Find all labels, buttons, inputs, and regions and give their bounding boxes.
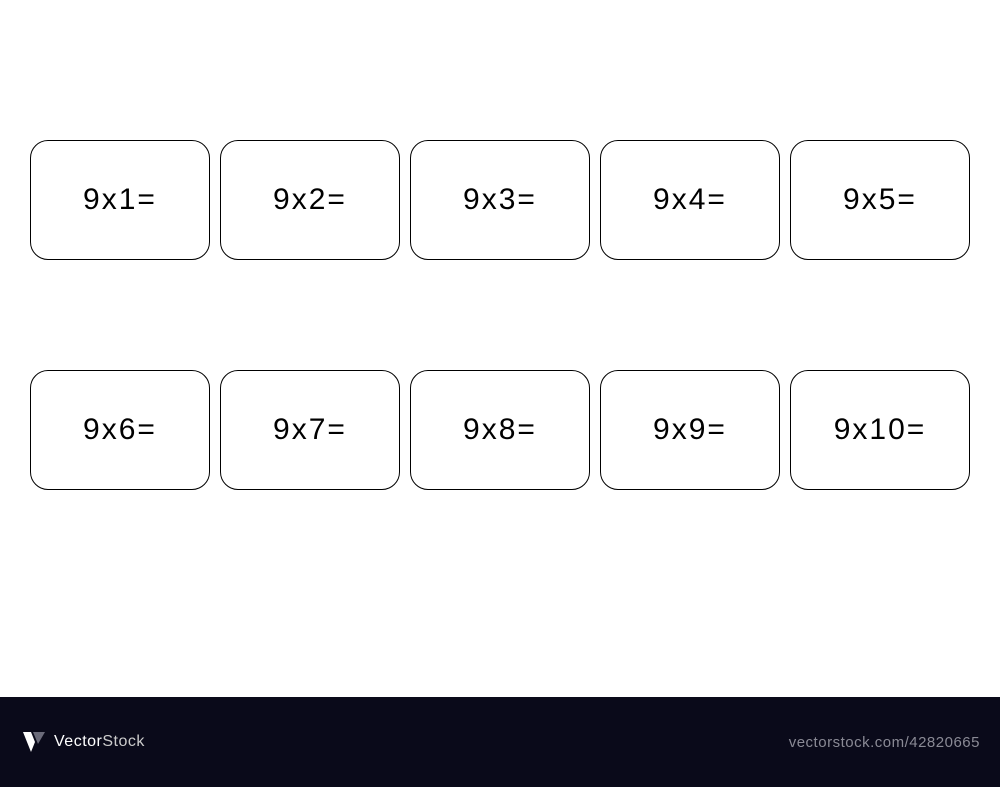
flashcard: 9x4= [600, 140, 780, 260]
brand-text-light: Stock [102, 733, 145, 750]
flashcard: 9x2= [220, 140, 400, 260]
footer-attribution: vectorstock.com/42820665 [789, 734, 980, 751]
flashcard: 9x3= [410, 140, 590, 260]
flashcard-text: 9x9= [653, 413, 727, 447]
flashcard-grid: 9x1= 9x2= 9x3= 9x4= 9x5= 9x6= 9x7= 9x8= … [0, 0, 1000, 697]
flashcard-text: 9x2= [273, 183, 347, 217]
vectorstock-logo-icon [20, 728, 48, 756]
flashcard: 9x8= [410, 370, 590, 490]
flashcard-text: 9x10= [834, 413, 927, 447]
flashcard-row-1: 9x1= 9x2= 9x3= 9x4= 9x5= [30, 140, 970, 260]
flashcard-text: 9x1= [83, 183, 157, 217]
flashcard: 9x10= [790, 370, 970, 490]
flashcard: 9x9= [600, 370, 780, 490]
flashcard-text: 9x3= [463, 183, 537, 217]
flashcard: 9x7= [220, 370, 400, 490]
footer-bar: VectorStock vectorstock.com/42820665 [0, 697, 1000, 787]
flashcard-text: 9x4= [653, 183, 727, 217]
flashcard-text: 9x5= [843, 183, 917, 217]
flashcard-text: 9x7= [273, 413, 347, 447]
flashcard: 9x1= [30, 140, 210, 260]
brand-text-bold: Vector [54, 733, 102, 750]
brand-text: VectorStock [54, 733, 145, 751]
flashcard-text: 9x8= [463, 413, 537, 447]
flashcard: 9x6= [30, 370, 210, 490]
footer-brand: VectorStock [20, 728, 145, 756]
flashcard-text: 9x6= [83, 413, 157, 447]
flashcard-row-2: 9x6= 9x7= 9x8= 9x9= 9x10= [30, 370, 970, 490]
flashcard: 9x5= [790, 140, 970, 260]
